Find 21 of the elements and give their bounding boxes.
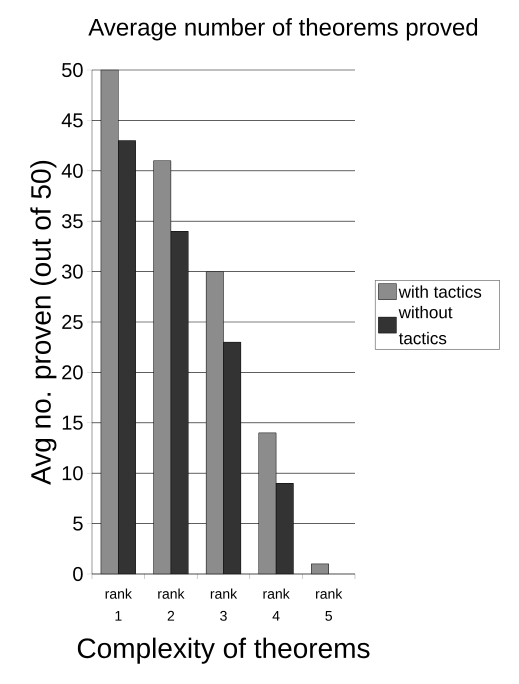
y-tick-label: 0 xyxy=(73,566,83,582)
x-axis-title: Complexity of theorems xyxy=(78,638,370,664)
x-tick-label: rank 5 xyxy=(316,588,342,621)
y-tick-label: 10 xyxy=(62,466,83,480)
legend-label: with tactics xyxy=(398,285,482,298)
legend-label: without tactics xyxy=(398,306,452,344)
y-tick-label: 30 xyxy=(62,264,83,279)
y-tick-label: 20 xyxy=(62,365,83,380)
y-tick-label: 5 xyxy=(73,516,83,531)
y-tick-label: 15 xyxy=(62,416,83,430)
x-tick-label: rank 1 xyxy=(106,588,132,621)
x-tick-label: rank 3 xyxy=(210,588,238,621)
x-tick-label: rank 2 xyxy=(158,588,185,621)
y-tick-label: 40 xyxy=(62,164,83,178)
x-tick-label: rank 4 xyxy=(263,588,290,621)
y-tick-label: 50 xyxy=(62,62,83,78)
chart-title: Average number of theorems proved xyxy=(88,18,478,40)
y-tick-label: 35 xyxy=(62,214,83,228)
y-axis-title: Avg no. proven (out of 50) xyxy=(30,160,56,485)
y-tick-label: 25 xyxy=(62,314,83,330)
y-tick-label: 45 xyxy=(62,113,83,128)
